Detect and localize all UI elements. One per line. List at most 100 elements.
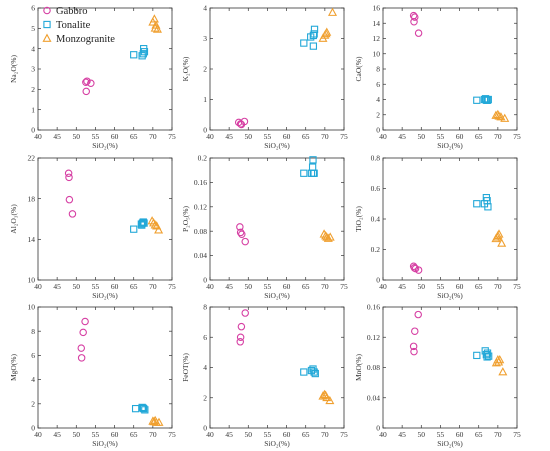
x-tick-label: 45: [398, 132, 406, 141]
data-point-gabbro: [238, 230, 246, 239]
data-point-monzogranite: [149, 14, 159, 23]
data-point-gabbro: [65, 173, 73, 182]
x-tick-label: 50: [73, 430, 81, 439]
x-tick-label: 75: [340, 282, 348, 291]
data-point-monzogranite: [150, 220, 160, 229]
x-tick-label: 55: [264, 132, 272, 141]
y-tick-label: 4: [203, 363, 207, 372]
data-point-gabbro: [410, 347, 418, 356]
data-point-gabbro: [83, 77, 91, 85]
y-tick-label: 4: [31, 44, 35, 53]
data-point-tonalite: [309, 42, 318, 50]
x-axis-title: SiO₂(%): [437, 141, 463, 150]
x-tick-label: 75: [340, 132, 348, 141]
y-tick-label: 2: [31, 399, 35, 408]
scatter-panel-4: 40 45 50 55 60 65 70 75 10 14 18 22 SiO₂(%) Al₂O₃(%): [9, 154, 176, 300]
y-tick-label: 0: [376, 276, 380, 285]
x-tick-label: 45: [225, 282, 233, 291]
y-tick-label: 0.04: [194, 251, 207, 260]
series-tonalite: [130, 45, 149, 60]
data-point-monzogranite: [496, 112, 506, 121]
y-tick-label: 2: [203, 65, 207, 74]
x-tick-label: 60: [456, 282, 464, 291]
data-point-monzogranite: [500, 113, 510, 122]
data-point-tonalite: [309, 156, 317, 164]
y-axis-title: P₂O₅(%): [181, 205, 190, 232]
y-tick-label: 0: [31, 424, 35, 433]
data-point-tonalite: [139, 50, 147, 58]
data-point-tonalite: [473, 96, 481, 104]
y-tick-label: 8: [376, 65, 380, 74]
data-point-tonalite: [140, 45, 148, 53]
data-point-monzogranite: [497, 238, 507, 247]
data-point-gabbro: [68, 210, 77, 218]
y-axis-title: Na₂O(%): [9, 54, 18, 83]
y-tick-label: 0: [203, 424, 207, 433]
data-point-gabbro: [237, 120, 246, 129]
x-tick-label: 60: [283, 132, 291, 141]
data-point-gabbro: [65, 195, 74, 204]
data-point-gabbro: [64, 169, 73, 178]
series-monzogranite: [319, 229, 335, 242]
data-point-gabbro: [410, 264, 419, 272]
x-tick-label: 70: [321, 430, 329, 439]
x-tick-label: 75: [340, 430, 348, 439]
legend-marker-monzogranite: [42, 33, 52, 42]
data-point-tonalite: [310, 368, 318, 376]
data-point-tonalite: [300, 39, 308, 47]
data-point-gabbro: [77, 344, 86, 352]
y-tick-label: 1: [203, 95, 207, 104]
y-tick-label: 10: [28, 303, 36, 312]
series-monzogranite: [148, 14, 162, 33]
legend-label-monzogranite: Monzogranite: [56, 34, 115, 45]
x-tick-label: 40: [379, 430, 387, 439]
y-tick-label: 0: [203, 126, 207, 135]
data-point-tonalite: [483, 353, 491, 361]
data-point-tonalite: [138, 221, 146, 229]
data-point-monzogranite: [154, 417, 164, 426]
data-point-tonalite: [485, 352, 493, 360]
data-point-monzogranite: [322, 27, 332, 36]
y-tick-label: 18: [28, 194, 36, 203]
series-gabbro: [82, 77, 95, 96]
scatter-panel-5: 40 45 50 55 60 65 70 75 0 0.04 0.08 0.12 0.16 0.2 SiO₂…: [181, 154, 348, 300]
y-tick-label: 0: [376, 424, 380, 433]
x-tick-label: 55: [437, 132, 445, 141]
data-point-gabbro: [414, 29, 423, 37]
legend-label-gabbro: Gabbro: [56, 6, 88, 17]
x-axis-title: SiO₂(%): [437, 291, 463, 300]
y-tick-label: 3: [31, 65, 35, 74]
y-axis-title: TiO₂(%): [354, 206, 363, 232]
scatter-panel-9: 40 45 50 55 60 65 70 75 0 0.04 0.08 0.12 0.16 SiO₂(%)…: [354, 303, 521, 448]
data-point-tonalite: [482, 350, 491, 359]
data-point-tonalite: [139, 404, 147, 412]
y-tick-label: 0.6: [371, 184, 381, 193]
series-gabbro: [409, 262, 423, 274]
series-monzogranite: [147, 216, 164, 234]
series-gabbro: [236, 223, 249, 246]
x-tick-label: 50: [245, 132, 253, 141]
x-tick-label: 55: [264, 430, 272, 439]
x-tick-label: 50: [245, 282, 253, 291]
data-point-monzogranite: [494, 229, 504, 238]
series-tonalite: [131, 403, 149, 414]
x-tick-label: 50: [418, 132, 426, 141]
x-tick-label: 55: [92, 282, 100, 291]
data-point-tonalite: [484, 95, 492, 104]
series-tonalite: [473, 347, 493, 361]
x-tick-label: 60: [283, 282, 291, 291]
data-point-gabbro: [79, 328, 87, 337]
y-tick-label: 0.04: [367, 393, 380, 402]
scatter-panel-3: 40 45 50 55 60 65 70 75 0 2 4 6 8 10 12 14 16 SiO₂(%) CaO(…: [354, 4, 521, 150]
series-monzogranite: [491, 354, 508, 376]
x-tick-label: 40: [206, 132, 214, 141]
series-gabbro: [409, 11, 423, 37]
x-tick-label: 70: [321, 282, 329, 291]
legend-marker-tonalite: [43, 20, 51, 29]
x-tick-label: 40: [379, 132, 387, 141]
series-gabbro: [77, 317, 89, 362]
data-point-tonalite: [473, 351, 481, 360]
y-tick-label: 22: [28, 154, 36, 163]
series-tonalite: [473, 95, 492, 104]
data-point-gabbro: [236, 228, 245, 237]
